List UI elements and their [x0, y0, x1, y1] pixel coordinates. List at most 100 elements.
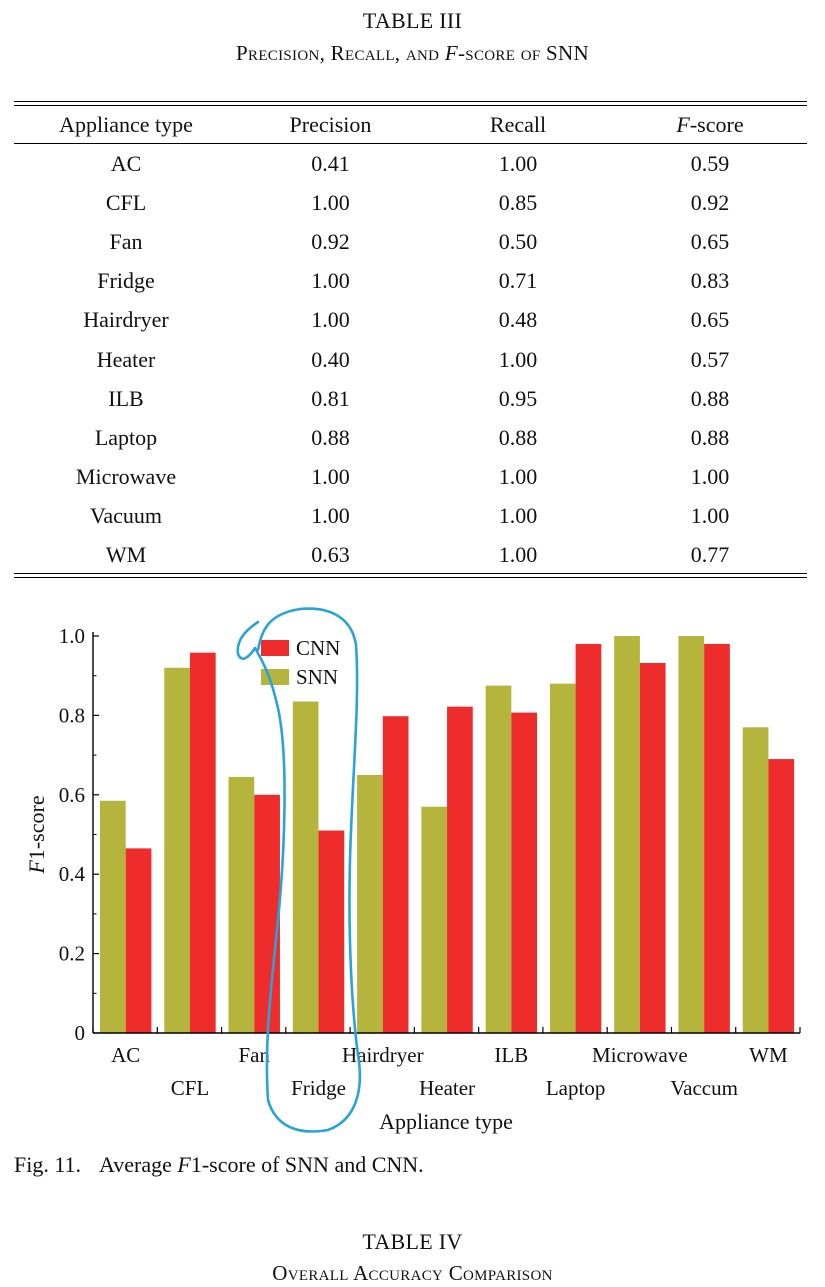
bar-cnn-vaccum: [704, 643, 730, 1033]
cell-recall: 0.85: [498, 189, 538, 215]
bar-cnn-heater: [447, 706, 473, 1033]
y-tick-label: 1.0: [59, 624, 85, 648]
cell-fscore: 0.59: [690, 150, 730, 176]
table3-top-rule-1: [14, 101, 807, 103]
cell-recall: 1.00: [498, 542, 538, 568]
cell-fscore: 0.88: [690, 385, 730, 411]
x-tick-label: Vaccum: [670, 1076, 738, 1100]
cell-type: Hairdryer: [83, 307, 169, 333]
cell-fscore: 0.65: [690, 307, 730, 333]
header-fscore-post: -score: [689, 112, 744, 137]
cell-recall: 1.00: [498, 346, 538, 372]
table3-label: TABLE III: [362, 8, 463, 33]
cell-precision: 1.00: [311, 307, 350, 333]
table-row: Fridge 1.00 0.71 0.83: [14, 262, 807, 301]
table-row: Microwave 1.00 1.00 1.00: [14, 458, 807, 497]
fscore-bar-chart: 0 0.2 0.4 0.6 0.8 1.0 AC CFL Fan Fridge Hairdryer…: [24, 607, 801, 1134]
table-row: Heater 0.40 1.00 0.57: [14, 340, 807, 379]
x-tick-label: Fridge: [291, 1076, 346, 1100]
cell-recall: 0.48: [498, 307, 538, 333]
table3-bottom-rule-1: [14, 573, 807, 575]
y-tick-label: 0.6: [59, 783, 85, 807]
bar-snn-heater: [421, 806, 448, 1033]
table3-top-rule-2: [14, 105, 807, 107]
bar-snn-hairdryer: [357, 774, 383, 1033]
table3-header-rule: [14, 143, 807, 144]
table3-bottom-rule-2: [14, 577, 807, 579]
cell-recall: 1.00: [498, 150, 538, 176]
cell-recall: 0.95: [498, 385, 538, 411]
cell-fscore: 0.88: [690, 424, 730, 450]
cell-precision: 1.00: [311, 503, 350, 529]
cell-recall: 1.00: [498, 464, 538, 490]
bar-snn-ac: [100, 800, 126, 1033]
table-row: WM 0.63 1.00 0.77: [14, 536, 807, 575]
bar-cnn-microwave: [639, 662, 666, 1033]
y-tick-label: 0.4: [59, 862, 86, 886]
header-precision: Precision: [289, 112, 372, 137]
table3-title-italic: F: [444, 41, 459, 65]
cell-precision: 1.00: [311, 189, 350, 215]
x-tick-label: ILB: [494, 1043, 528, 1067]
table4-label: TABLE IV: [362, 1229, 463, 1254]
cell-type: ILB: [108, 385, 144, 411]
table-row: Fan 0.92 0.50 0.65: [14, 222, 807, 261]
x-tick-label: CFL: [171, 1076, 210, 1100]
table-row: ILB 0.81 0.95 0.88: [14, 379, 807, 418]
bar-snn-cfl: [164, 667, 190, 1033]
bar-cnn-ilb: [511, 712, 538, 1033]
table-row: Laptop 0.88 0.88 0.88: [14, 418, 807, 457]
y-tick-label: 0: [75, 1021, 86, 1045]
cell-precision: 0.63: [311, 542, 350, 568]
cell-type: Fridge: [97, 268, 155, 294]
cell-type: AC: [110, 150, 142, 176]
legend-label-snn: SNN: [296, 665, 338, 689]
cell-fscore: 0.92: [690, 189, 730, 215]
bar-cnn-ac: [125, 848, 152, 1033]
figure-text-italic: F: [177, 1152, 191, 1177]
y-tick-label: 0.2: [59, 942, 85, 966]
table-row: Hairdryer 1.00 0.48 0.65: [14, 301, 807, 340]
x-tick-label: AC: [111, 1043, 140, 1067]
figure-text-pre: Average: [99, 1152, 178, 1177]
table-row: AC 0.41 1.00 0.59: [14, 144, 807, 183]
bar-snn-fridge: [292, 701, 319, 1033]
y-axis-title: F1-score: [24, 795, 49, 874]
cell-precision: 1.00: [311, 464, 350, 490]
x-tick-label: Fan: [238, 1043, 270, 1067]
cell-precision: 1.00: [311, 268, 350, 294]
table3-header-row: Appliance type Precision Recall F-score: [14, 106, 807, 144]
table3-title-pre: Precision, Recall, and: [236, 41, 445, 65]
cell-fscore: 1.00: [690, 464, 730, 490]
cell-type: Microwave: [75, 464, 177, 490]
table4-title: Overall Accuracy Comparison: [272, 1261, 553, 1285]
x-tick-label: Microwave: [592, 1043, 688, 1067]
table3-title: Precision, Recall, and F-score of SNN: [0, 41, 825, 66]
bar-cnn-fridge: [318, 830, 345, 1033]
table3: Appliance type Precision Recall F-score …: [14, 106, 807, 575]
hand-drawn-annotation: [236, 607, 362, 1133]
figure-caption: Fig. 11. Average F1-score of SNN and CNN.: [14, 1152, 424, 1178]
cell-fscore: 1.00: [690, 503, 730, 529]
cell-recall: 0.71: [498, 268, 538, 294]
bar-snn-vaccum: [678, 636, 705, 1033]
x-tick-label: WM: [749, 1043, 788, 1067]
header-fscore: F-score: [613, 106, 807, 144]
cell-precision: 0.41: [311, 150, 350, 176]
y-axis-title-post: 1-score: [24, 795, 49, 860]
y-tick-label: 0.8: [59, 703, 85, 727]
bar-cnn-laptop: [575, 643, 602, 1033]
cell-type: CFL: [105, 189, 147, 215]
y-axis-title-italic: F: [24, 860, 49, 875]
cell-precision: 0.40: [311, 346, 350, 372]
bar-snn-wm: [742, 727, 769, 1033]
bar-snn-ilb: [485, 685, 512, 1033]
cell-fscore: 0.77: [690, 542, 730, 568]
bar-cnn-wm: [768, 759, 795, 1033]
bar-cnn-hairdryer: [382, 716, 409, 1033]
cell-recall: 0.50: [498, 228, 538, 254]
cell-precision: 0.88: [311, 424, 350, 450]
table3-title-post: -score of SNN: [458, 41, 589, 65]
legend-swatch-cnn: [261, 640, 289, 656]
bar-snn-microwave: [614, 636, 640, 1033]
